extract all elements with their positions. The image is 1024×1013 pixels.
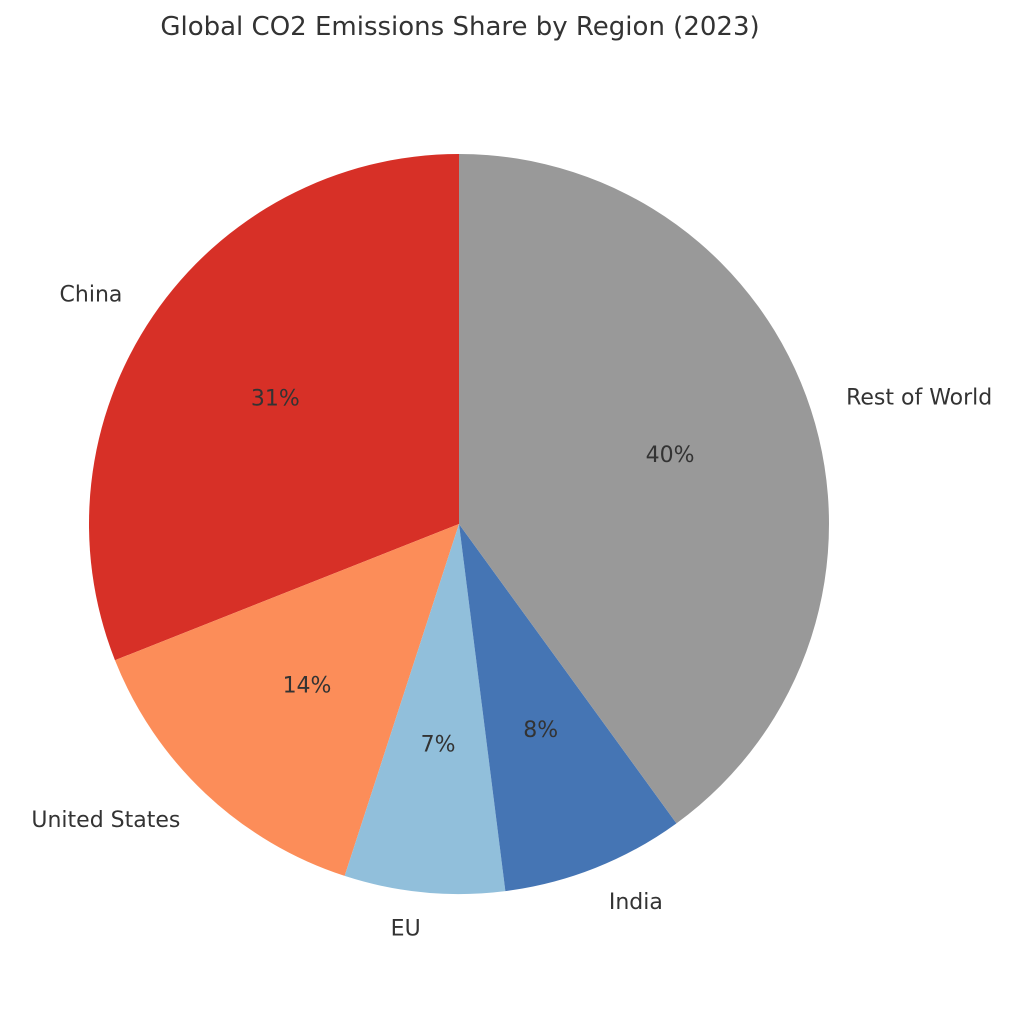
category-label-eu: EU	[391, 917, 421, 942]
pie-slice-rest-of-world	[459, 154, 830, 824]
pie-slices	[88, 154, 830, 894]
category-label-india: India	[609, 890, 663, 915]
pct-label-eu: 7%	[421, 733, 456, 758]
pct-label-china: 31%	[251, 387, 300, 412]
pie-slice-eu	[344, 524, 506, 894]
pie-slice-united-states	[114, 524, 459, 876]
pct-label-united-states: 14%	[283, 673, 332, 698]
category-label-rest-of-world: Rest of World	[846, 386, 992, 411]
chart-title: Global CO2 Emissions Share by Region (20…	[160, 12, 760, 42]
pie-slice-china	[88, 154, 460, 661]
category-label-united-states: United States	[31, 808, 180, 833]
pie-slice-india	[459, 524, 677, 892]
pct-label-rest-of-world: 40%	[646, 443, 695, 468]
category-label-china: China	[60, 283, 123, 308]
pie-labels: 31% China 14% United States 7% EU 8% India 40% Re…	[31, 283, 992, 942]
pct-label-india: 8%	[523, 718, 558, 743]
